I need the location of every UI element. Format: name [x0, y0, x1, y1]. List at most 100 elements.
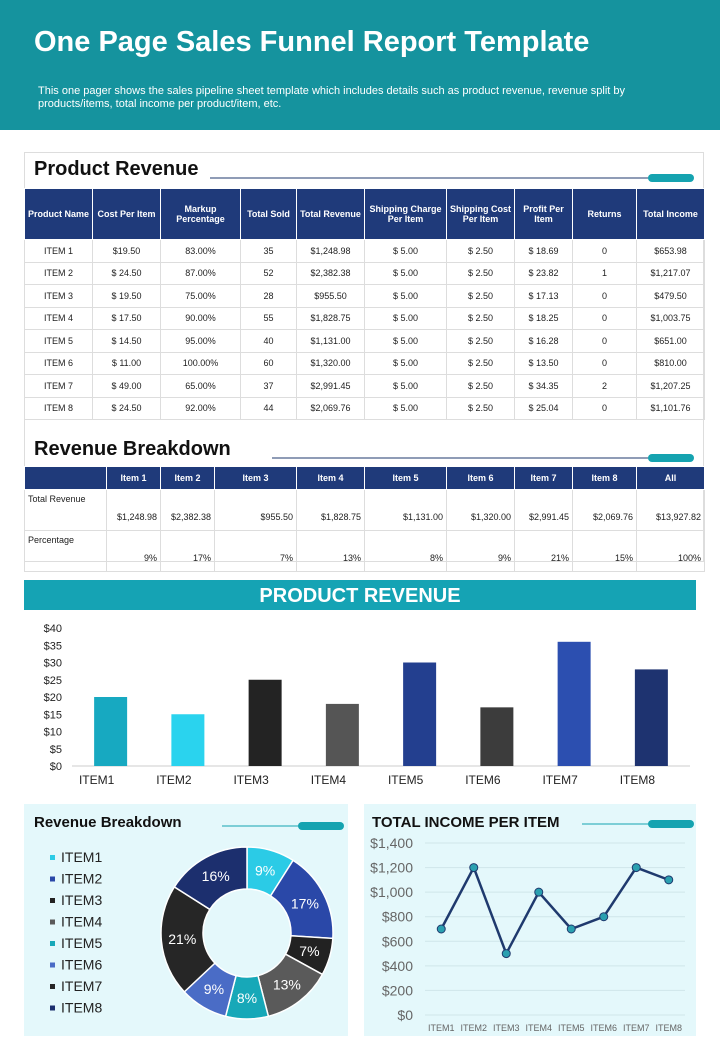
point	[566, 924, 576, 934]
panel	[364, 804, 696, 1036]
panel	[24, 804, 348, 1036]
point	[469, 863, 479, 873]
table-cell: 95.00%	[160, 329, 241, 353]
table-cell: $2,382.38	[296, 261, 365, 285]
table-cell: $ 5.00	[364, 261, 447, 285]
table-cell: 65.00%	[160, 374, 241, 398]
y-tick-label: $600	[382, 933, 413, 949]
table-cell: $1,320.00	[296, 351, 365, 375]
donut-slice	[183, 962, 237, 1018]
column-header: Total Income	[636, 188, 705, 240]
column-header: Item 2	[160, 466, 215, 490]
bar	[325, 703, 359, 766]
x-tick-label: ITEM7	[542, 773, 578, 787]
legend-swatch	[50, 898, 55, 903]
bar	[248, 679, 282, 766]
column-header: Item 5	[364, 466, 447, 490]
donut-slice	[224, 974, 270, 1020]
y-tick-label: $30	[44, 658, 62, 670]
column-header: Profit Per Item	[514, 188, 573, 240]
table-cell: ITEM 7	[24, 374, 93, 398]
table-cell: $955.50	[214, 489, 297, 531]
legend-swatch	[50, 1005, 55, 1011]
x-tick-label: ITEM8	[655, 1023, 682, 1033]
table-cell: 100.00%	[160, 351, 241, 375]
y-tick-label: $40	[44, 623, 62, 635]
table-cell: $ 19.50	[92, 284, 161, 308]
table-row: ITEM 5 $ 14.50 95.00% 40 $1,131.00 $ 5.00 $ 2.…	[24, 329, 705, 353]
table-cell: $ 18.25	[514, 306, 573, 330]
table-cell: $ 17.50	[92, 306, 161, 330]
table-cell: $ 5.00	[364, 239, 447, 263]
table-cell: $1,003.75	[636, 306, 705, 330]
table-cell: $955.50	[296, 284, 365, 308]
table-cell: 40	[240, 329, 297, 353]
table-cell: $ 18.69	[514, 239, 573, 263]
table-cell: $ 24.50	[92, 261, 161, 285]
table-cell: 75.00%	[160, 284, 241, 308]
table-cell: ITEM 2	[24, 261, 93, 285]
table-cell: 1	[572, 261, 637, 285]
table-cell: $13,927.82	[636, 489, 705, 531]
y-tick-label: $1,400	[370, 835, 413, 851]
table-cell: $2,991.45	[296, 374, 365, 398]
column-header: All	[636, 466, 705, 490]
table-row: ITEM 8 $ 24.50 92.00% 44 $2,069.76 $ 5.00 $ 2.…	[24, 396, 705, 420]
table-cell: 28	[240, 284, 297, 308]
legend-swatch	[50, 876, 55, 882]
column-header: Item 1	[106, 466, 161, 490]
legend-swatch	[50, 919, 55, 925]
x-tick-label: ITEM6	[590, 1023, 617, 1033]
table-cell: 2	[572, 374, 637, 398]
table-cell: $ 2.50	[446, 374, 515, 398]
table-cell: 44	[240, 396, 297, 420]
legend-swatch	[50, 962, 55, 968]
data-label: 7%	[299, 943, 319, 959]
donut-slice	[269, 859, 334, 940]
corner-header	[24, 466, 107, 490]
legend-label: ITEM6	[61, 957, 102, 973]
table-cell: $19.50	[92, 239, 161, 263]
table-cell: $1,217.07	[636, 261, 705, 285]
table-cell: $ 24.50	[92, 396, 161, 420]
table-cell: $1,248.98	[106, 489, 161, 531]
y-tick-label: $800	[382, 909, 413, 925]
table-cell: 0	[572, 329, 637, 353]
y-tick-label: $200	[382, 982, 413, 998]
table-cell: 52	[240, 261, 297, 285]
table-cell: $653.98	[636, 239, 705, 263]
y-tick-label: $1,200	[370, 860, 413, 876]
chart-title: PRODUCT REVENUE	[259, 585, 460, 607]
column-header: Total Sold	[240, 188, 297, 240]
x-tick-label: ITEM4	[525, 1023, 552, 1033]
y-tick-label: $0	[397, 1007, 413, 1023]
y-tick-label: $35	[44, 640, 62, 652]
table-cell: 0	[572, 396, 637, 420]
table-row: ITEM 3 $ 19.50 75.00% 28 $955.50 $ 5.00 $ 2.50…	[24, 284, 705, 308]
bar	[634, 669, 668, 766]
bar	[171, 714, 205, 766]
table-cell: $ 2.50	[446, 261, 515, 285]
legend-label: ITEM4	[61, 914, 102, 930]
table-row: ITEM 7 $ 49.00 65.00% 37 $2,991.45 $ 5.00 $ 2.…	[24, 374, 705, 398]
decor-pill	[298, 822, 344, 830]
y-tick-label: $5	[50, 744, 62, 756]
data-label: 17%	[291, 895, 319, 911]
table-cell: 60	[240, 351, 297, 375]
table-cell: 83.00%	[160, 239, 241, 263]
table-cell: ITEM 8	[24, 396, 93, 420]
point	[631, 863, 641, 873]
table-cell: ITEM 3	[24, 284, 93, 308]
table-cell: $1,131.00	[364, 489, 447, 531]
column-header: Total Revenue	[296, 188, 365, 240]
table-cell: $1,101.76	[636, 396, 705, 420]
section-title: Revenue Breakdown	[34, 438, 231, 460]
page-subtitle: This one pager shows the sales pipeline …	[38, 85, 626, 110]
header-band	[0, 0, 720, 130]
table-cell: $ 16.28	[514, 329, 573, 353]
x-tick-label: ITEM3	[233, 773, 269, 787]
row-label: Percentage	[24, 530, 107, 572]
column-header: Shipping Cost Per Item	[446, 188, 515, 240]
table-cell: 17%	[160, 530, 215, 572]
column-header: Item 7	[514, 466, 573, 490]
